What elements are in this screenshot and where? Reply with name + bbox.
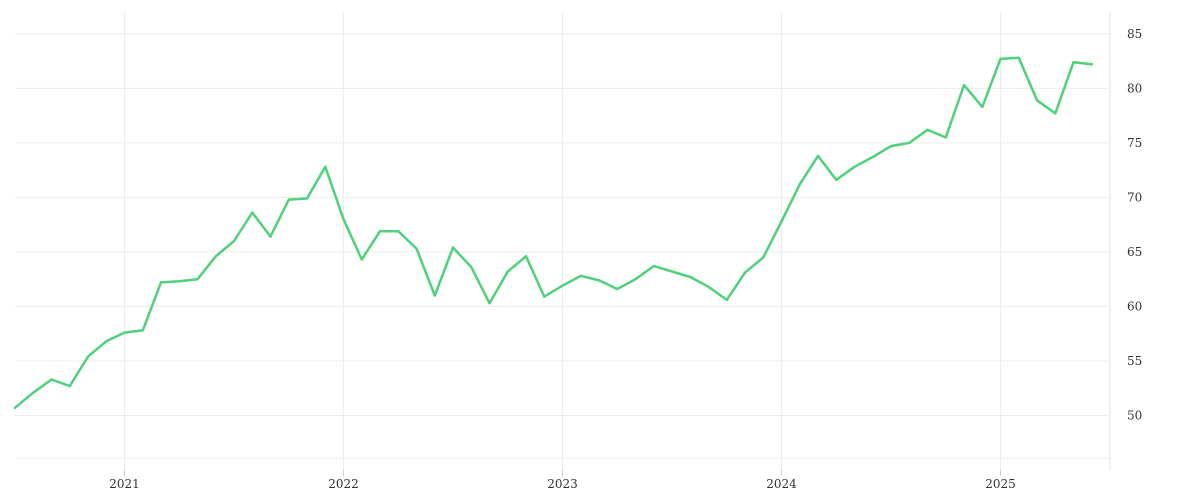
data-point xyxy=(543,295,546,298)
data-point xyxy=(1072,60,1075,64)
data-point xyxy=(1090,63,1093,66)
data-point xyxy=(743,271,747,274)
data-point xyxy=(506,270,509,273)
data-point xyxy=(269,235,272,238)
data-point xyxy=(415,247,418,250)
data-point xyxy=(68,384,71,388)
data-point xyxy=(13,406,17,410)
data-point xyxy=(196,277,199,281)
data-point xyxy=(123,331,126,334)
data-point xyxy=(889,144,893,148)
data-point xyxy=(707,285,710,288)
data-point xyxy=(926,128,929,131)
data-point xyxy=(397,229,400,233)
data-point xyxy=(944,136,947,139)
x-tick-label: 2025 xyxy=(985,477,1016,491)
data-point xyxy=(835,178,838,182)
data-point xyxy=(141,329,144,332)
data-point xyxy=(305,197,309,200)
data-point xyxy=(232,239,236,243)
data-point xyxy=(670,270,674,273)
data-point xyxy=(981,105,984,109)
x-tick-label: 2022 xyxy=(328,477,359,491)
x-tick-label: 2023 xyxy=(547,477,578,491)
data-point xyxy=(634,277,637,281)
data-point xyxy=(780,220,783,223)
x-tick-label: 2024 xyxy=(766,477,797,491)
vertical-gridlines xyxy=(124,12,1001,470)
data-point xyxy=(470,265,473,269)
data-point xyxy=(214,255,217,258)
y-tick-label: 55 xyxy=(1127,354,1142,368)
data-point xyxy=(488,301,491,305)
data-point xyxy=(999,57,1002,61)
x-axis-ticks xyxy=(124,470,1001,476)
data-point xyxy=(324,165,327,169)
data-point xyxy=(853,165,856,169)
data-point xyxy=(762,256,765,259)
data-point xyxy=(360,258,363,261)
y-tick-label: 75 xyxy=(1127,136,1142,150)
data-point xyxy=(1017,56,1020,59)
data-points xyxy=(13,56,1093,410)
data-point xyxy=(251,211,254,214)
data-point xyxy=(178,280,181,283)
data-point xyxy=(50,378,53,381)
data-point xyxy=(378,229,382,233)
y-tick-label: 85 xyxy=(1127,27,1142,41)
data-point xyxy=(597,279,601,282)
y-tick-label: 80 xyxy=(1127,81,1142,95)
data-point xyxy=(798,183,801,186)
data-point xyxy=(689,275,692,279)
data-point xyxy=(816,154,820,158)
data-point xyxy=(962,83,966,87)
data-point xyxy=(524,255,528,258)
data-point xyxy=(105,340,108,343)
data-point xyxy=(561,284,564,287)
data-point xyxy=(725,298,728,302)
data-point xyxy=(652,264,655,268)
data-point xyxy=(287,198,290,201)
data-point xyxy=(32,391,35,394)
data-point xyxy=(908,141,911,145)
x-tick-label: 2021 xyxy=(109,477,140,491)
y-axis-tick-labels: 50 55 60 65 70 75 80 85 xyxy=(1127,27,1142,423)
data-point xyxy=(86,355,90,358)
y-tick-label: 70 xyxy=(1127,190,1142,204)
data-point xyxy=(451,246,455,249)
x-axis-tick-labels: 2021 2022 2023 2024 2025 xyxy=(109,477,1016,491)
y-tick-label: 60 xyxy=(1127,299,1142,313)
data-point xyxy=(871,155,874,159)
data-point xyxy=(1054,112,1057,115)
data-point xyxy=(1035,99,1039,102)
series-line xyxy=(13,56,1094,410)
data-point xyxy=(433,294,436,297)
data-point xyxy=(616,287,619,291)
data-point xyxy=(579,274,582,278)
data-point xyxy=(342,217,345,221)
y-tick-label: 50 xyxy=(1127,408,1142,422)
y-tick-label: 65 xyxy=(1127,245,1142,259)
data-point xyxy=(159,281,163,284)
